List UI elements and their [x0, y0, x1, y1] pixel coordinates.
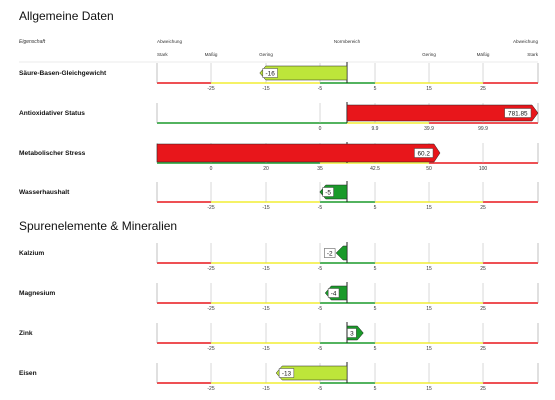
- row-antioxidativer-status: Antioxidativer Status 0 9.9 39.9 99.9 781.85: [19, 102, 539, 132]
- deviation-left-header: Abweichung: [157, 39, 182, 44]
- row-label: Zink: [19, 330, 33, 337]
- tick-label: 50: [426, 166, 432, 172]
- value-label: -5: [325, 189, 331, 196]
- value-bar: [259, 65, 348, 81]
- tick-label: 25: [480, 205, 486, 211]
- tick-label: 15: [426, 86, 432, 92]
- tick-label: 5: [374, 386, 377, 392]
- strength-left-strong: Stark: [157, 52, 168, 57]
- value-bar: [156, 143, 441, 163]
- tick-label: -25: [207, 346, 214, 352]
- row-metabolischer-stress: Metabolischer Stress 0 20 35 42.5 50 100 60.2: [19, 142, 539, 172]
- tick-label: 5: [374, 86, 377, 92]
- row-wasserhaushalt: Wasserhaushalt -25 -15 -5 5 15 25 -5: [19, 181, 539, 211]
- tick-label: 25: [480, 346, 486, 352]
- row-eisen: Eisen -25 -15 -5 5 15 25 -13: [19, 362, 539, 392]
- strength-right-strong: Stark: [527, 52, 538, 57]
- chart-header: Eigenschaft Abweichung Normbereich Abwei…: [19, 39, 539, 63]
- tick-label: -25: [207, 205, 214, 211]
- tick-label: 15: [426, 386, 432, 392]
- value-bar: [346, 104, 539, 122]
- row-magnesium: Magnesium -25 -15 -5 5 15 25 -4: [19, 282, 539, 312]
- tick-label: -25: [207, 306, 214, 312]
- value-label: -4: [331, 290, 337, 297]
- tick-label: 42.5: [370, 166, 380, 172]
- value-box: [322, 187, 334, 197]
- tick-label: -15: [262, 205, 269, 211]
- strength-left-moderate: Mäßig: [205, 52, 218, 57]
- tick-label: 99.9: [478, 126, 488, 132]
- value-box: [504, 108, 532, 118]
- tick-label: 25: [480, 306, 486, 312]
- tick-label: -15: [262, 306, 269, 312]
- value-flag: [335, 245, 348, 261]
- tick-label: 5: [374, 205, 377, 211]
- tick-label: -5: [318, 306, 323, 312]
- strength-right-low: Gering: [422, 52, 436, 57]
- row-label: Metabolischer Stress: [19, 150, 86, 157]
- value-box: [327, 288, 340, 298]
- value-box: [278, 368, 295, 378]
- tick-label: 15: [426, 346, 432, 352]
- value-box: [262, 68, 278, 78]
- tick-label: -5: [318, 386, 323, 392]
- tick-label: 5: [374, 346, 377, 352]
- tick-label: 20: [263, 166, 269, 172]
- row-zink: Zink -25 -15 -5 5 15 25 3: [19, 322, 539, 352]
- tick-label: 9.9: [372, 126, 379, 132]
- tick-label: 15: [426, 205, 432, 211]
- row-label: Magnesium: [19, 290, 55, 297]
- row-label: Kalzium: [19, 250, 44, 257]
- tick-label: -15: [262, 346, 269, 352]
- tick-label: 25: [480, 386, 486, 392]
- value-box: [414, 148, 434, 158]
- value-label: 3: [350, 330, 354, 337]
- row-label: Säure-Basen-Gleichgewicht: [19, 70, 107, 77]
- tick-label: -15: [262, 386, 269, 392]
- tick-label: -5: [318, 205, 323, 211]
- normal-range-header: Normbereich: [334, 39, 361, 44]
- tick-label: 0: [210, 166, 213, 172]
- row-label: Antioxidativer Status: [19, 110, 85, 117]
- property-column-header: Eigenschaft: [19, 39, 46, 45]
- tick-label: 39.9: [424, 126, 434, 132]
- section-title: Allgemeine Daten: [19, 9, 114, 23]
- tick-label: -25: [207, 386, 214, 392]
- tick-label: 35: [317, 166, 323, 172]
- tick-label: 0: [319, 126, 322, 132]
- strength-right-moderate: Mäßig: [477, 52, 490, 57]
- section-title: Spurenelemente & Mineralien: [19, 219, 177, 233]
- value-box: [324, 248, 336, 258]
- tick-label: -15: [262, 86, 269, 92]
- tick-label: 100: [479, 166, 488, 172]
- value-label: -13: [282, 370, 292, 377]
- row-label: Eisen: [19, 370, 37, 377]
- tick-label: -25: [207, 266, 214, 272]
- tick-label: -5: [318, 266, 323, 272]
- value-label: 781.85: [508, 110, 528, 117]
- row-label: Wasserhaushalt: [19, 189, 70, 196]
- value-label: -16: [266, 70, 276, 77]
- strength-left-low: Gering: [259, 52, 273, 57]
- value-box: [347, 328, 357, 338]
- tick-label: 5: [374, 266, 377, 272]
- tick-label: 15: [426, 266, 432, 272]
- row-kalzium: Kalzium -25 -15 -5 5 15 25 -2: [19, 242, 539, 272]
- tick-label: -5: [318, 346, 323, 352]
- tick-label: 25: [480, 266, 486, 272]
- tick-label: 5: [374, 306, 377, 312]
- deviation-right-header: Abweichung: [513, 39, 538, 44]
- tick-label: 15: [426, 306, 432, 312]
- row-säure-basen-gleichgewicht: Säure-Basen-Gleichgewicht -25 -15 -5 5 15 25 -1…: [19, 62, 539, 92]
- tick-label: -15: [262, 266, 269, 272]
- tick-label: -25: [207, 86, 214, 92]
- tick-label: -5: [318, 86, 323, 92]
- tick-label: 25: [480, 86, 486, 92]
- value-label: 60.2: [417, 150, 430, 157]
- value-label: -2: [327, 250, 333, 257]
